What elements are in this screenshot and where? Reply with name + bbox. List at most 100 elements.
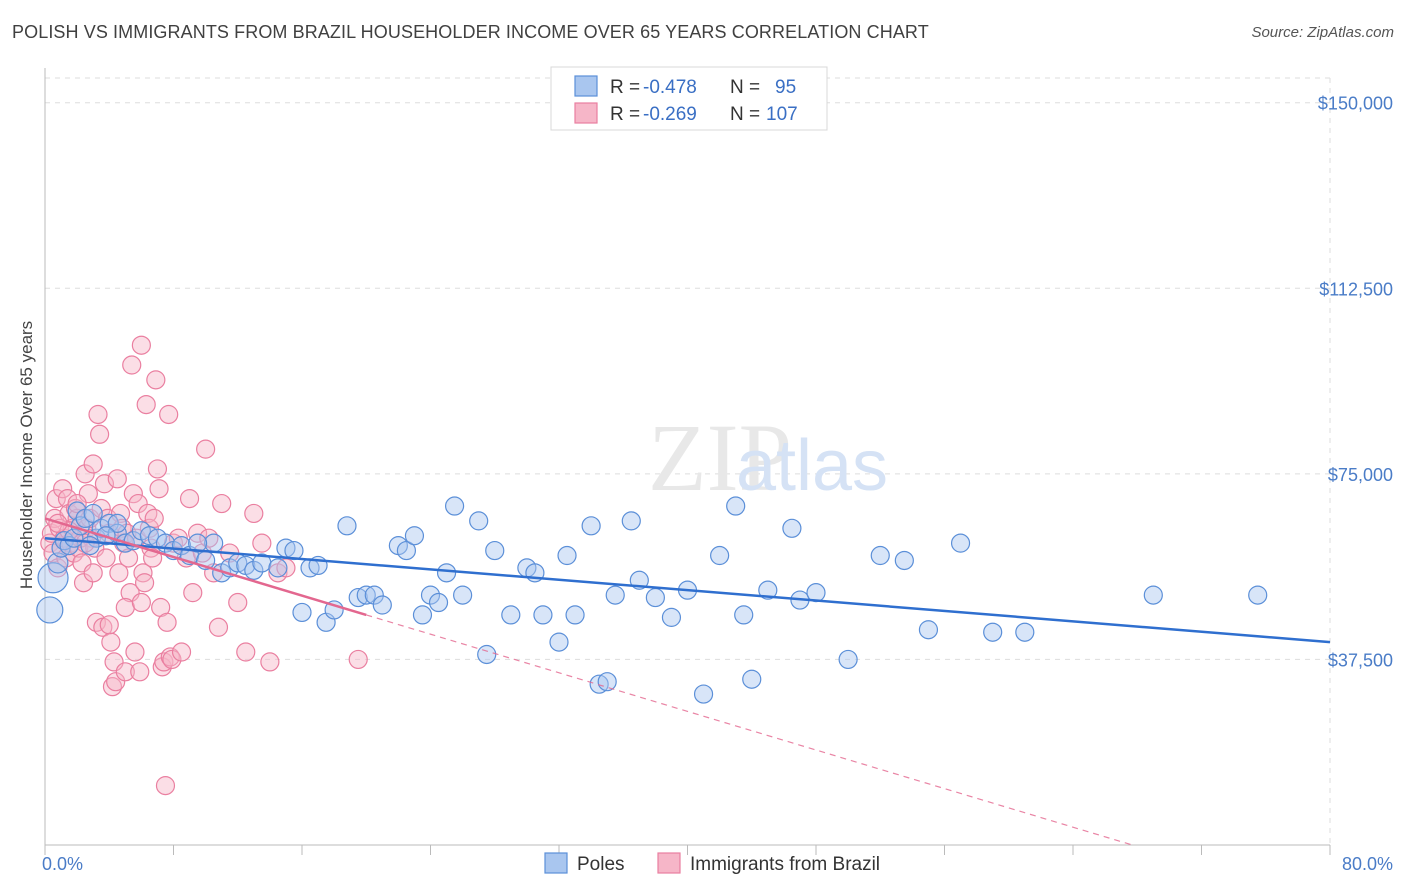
- brazil-point-59: [134, 573, 155, 593]
- poles-point-63: [565, 605, 585, 625]
- brazil-point-60: [136, 394, 156, 415]
- poles-point-70: [645, 587, 665, 608]
- brazil-point-102: [99, 615, 119, 635]
- brazil-point-99: [67, 493, 87, 514]
- poles-point-53: [453, 585, 473, 605]
- brazil-point-73: [157, 612, 177, 632]
- brazil-point-21: [73, 573, 94, 593]
- poles-point-68: [621, 511, 641, 531]
- poles-point-84: [894, 550, 914, 571]
- brazil-point-35: [96, 548, 116, 568]
- brazil-point-83: [187, 523, 208, 543]
- legend-r-value-poles: -0.478: [643, 77, 697, 98]
- poles-point-90: [1248, 585, 1268, 605]
- brazil-point-64: [143, 548, 163, 568]
- brazil-point-95: [260, 652, 280, 672]
- poles-point-61: [549, 632, 569, 652]
- poles-point-57: [501, 605, 521, 625]
- brazil-point-85: [196, 439, 216, 459]
- poles-point-54: [469, 511, 489, 531]
- brazil-point-43: [109, 563, 129, 583]
- x-tick-label-0: 0.0%: [42, 854, 83, 874]
- poles-point-35: [292, 602, 312, 623]
- poles-point-7: [67, 501, 87, 521]
- legend-swatch-poles: [574, 75, 598, 97]
- poles-point-60: [533, 605, 553, 625]
- poles-point-1: [37, 562, 69, 594]
- brazil-point-42: [107, 469, 127, 489]
- brazil-trend-extension: [366, 614, 1133, 846]
- brazil-point-103: [115, 597, 135, 618]
- poles-point-82: [838, 649, 858, 670]
- brazil-point-62: [139, 518, 160, 538]
- brazil-point-34: [94, 474, 115, 494]
- axes: [44, 68, 1331, 855]
- poles-point-41: [348, 587, 368, 608]
- y-tick-label-1: $75,000: [1328, 465, 1393, 485]
- poles-point-0: [36, 596, 64, 624]
- poles-point-67: [605, 585, 625, 605]
- brazil-point-93: [244, 503, 264, 524]
- poles-point-87: [983, 622, 1003, 642]
- poles-point-92: [187, 533, 208, 553]
- poles-point-88: [1015, 622, 1035, 642]
- y-tick-label-0: $37,500: [1328, 650, 1393, 670]
- brazil-point-94: [252, 533, 272, 553]
- poles-point-65: [589, 674, 609, 694]
- brazil-point-53: [125, 642, 145, 662]
- brazil-point-57: [131, 335, 151, 355]
- legend-r-label-brazil: R =: [610, 104, 640, 125]
- poles-point-2: [47, 552, 69, 574]
- poles-point-42: [356, 585, 376, 605]
- brazil-trend-line: [44, 517, 367, 617]
- tick-labels: $37,500 $75,000 $112,500 $150,000 0.0% 80.0%: [42, 94, 1393, 874]
- poles-point-79: [782, 518, 802, 538]
- poles-point-49: [420, 585, 441, 605]
- gridlines: [45, 77, 1331, 845]
- brazil-point-68: [149, 479, 169, 499]
- legend-box: R = -0.478 N = 95 R = -0.269 N = 107: [550, 66, 828, 131]
- y-axis-label: Householder Income Over 65 years: [17, 321, 36, 589]
- bottom-legend: Poles Immigrants from Brazil: [544, 852, 880, 875]
- brazil-point-89: [212, 493, 232, 514]
- legend-n-value-poles: 95: [775, 77, 796, 98]
- brazil-point-30: [88, 404, 108, 425]
- poles-point-13: [99, 513, 119, 533]
- poles-point-71: [661, 607, 682, 627]
- poles-point-74: [710, 545, 730, 566]
- brazil-point-55: [128, 493, 148, 514]
- brazil-point-105: [348, 649, 368, 670]
- source-label: Source: ZipAtlas.com: [1251, 24, 1394, 41]
- poles-point-83: [870, 545, 890, 566]
- poles-point-51: [436, 563, 457, 583]
- poles-point-25: [204, 533, 224, 553]
- poles-point-55: [477, 644, 497, 665]
- poles-point-62: [557, 545, 577, 566]
- poles-point-30: [244, 560, 264, 580]
- x-tick-label-1: 80.0%: [1342, 854, 1393, 874]
- brazil-point-71: [154, 652, 174, 672]
- brazil-point-47: [115, 662, 135, 682]
- legend-n-label-brazil: N =: [730, 104, 760, 125]
- legend-r-value-brazil: -0.269: [643, 104, 697, 125]
- legend-n-value-brazil: 107: [766, 104, 798, 125]
- brazil-point-58: [133, 563, 153, 583]
- poles-point-18: [139, 526, 160, 546]
- poles-point-46: [396, 540, 417, 561]
- poles-point-32: [268, 558, 288, 578]
- bottom-legend-poles: Poles: [577, 854, 625, 875]
- legend-r-label-poles: R =: [610, 77, 640, 98]
- poles-point-48: [412, 605, 433, 625]
- brazil-point-41: [106, 672, 126, 692]
- brazil-point-61: [138, 503, 158, 524]
- poles-point-75: [726, 496, 746, 516]
- poles-point-86: [950, 533, 971, 553]
- brazil-point-101: [83, 563, 103, 583]
- brazil-point-88: [208, 617, 229, 637]
- brazil-point-65: [144, 508, 164, 529]
- poles-point-6: [64, 528, 84, 548]
- poles-point-56: [485, 540, 505, 561]
- brazil-point-72: [155, 776, 176, 796]
- poles-point-66: [597, 672, 617, 692]
